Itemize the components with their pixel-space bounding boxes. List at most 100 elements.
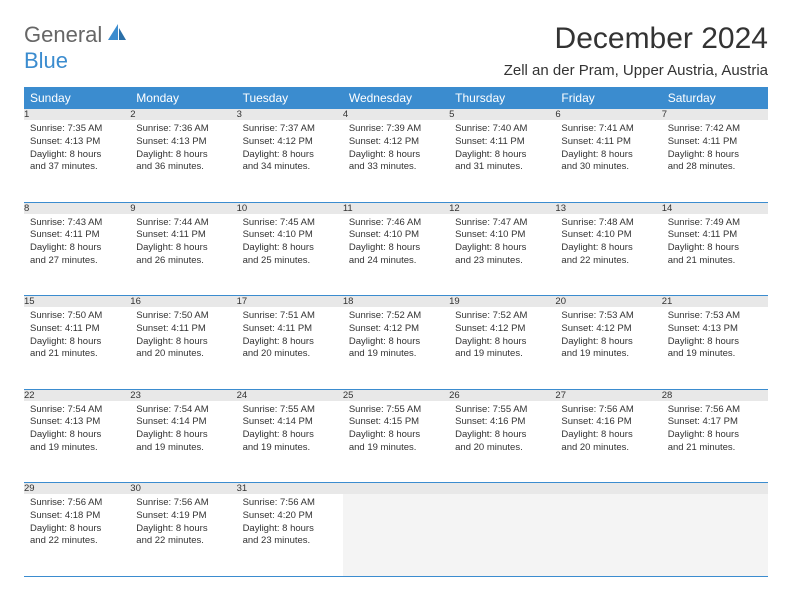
daylight-text: and 21 minutes. xyxy=(668,255,762,268)
daylight-text: Daylight: 8 hours xyxy=(561,149,655,162)
daylight-text: Daylight: 8 hours xyxy=(30,523,124,536)
sunset-text: Sunset: 4:11 PM xyxy=(455,136,549,149)
day-number: 14 xyxy=(662,202,768,214)
daylight-text: Daylight: 8 hours xyxy=(455,336,549,349)
empty-cell xyxy=(343,494,449,576)
day-cell: Sunrise: 7:36 AMSunset: 4:13 PMDaylight:… xyxy=(130,120,236,178)
daylight-text: Daylight: 8 hours xyxy=(243,429,337,442)
logo: General Blue xyxy=(24,22,128,74)
day-cell: Sunrise: 7:54 AMSunset: 4:13 PMDaylight:… xyxy=(24,401,130,459)
daylight-text: and 20 minutes. xyxy=(243,348,337,361)
empty-cell xyxy=(555,494,661,576)
daylight-text: Daylight: 8 hours xyxy=(30,429,124,442)
sunrise-text: Sunrise: 7:42 AM xyxy=(668,123,762,136)
sunrise-text: Sunrise: 7:54 AM xyxy=(30,404,124,417)
dayname: Friday xyxy=(555,87,661,109)
daylight-text: Daylight: 8 hours xyxy=(136,336,230,349)
day-number: 16 xyxy=(130,296,236,308)
sunset-text: Sunset: 4:18 PM xyxy=(30,510,124,523)
sunset-text: Sunset: 4:12 PM xyxy=(349,323,443,336)
daylight-text: Daylight: 8 hours xyxy=(136,242,230,255)
sunrise-text: Sunrise: 7:48 AM xyxy=(561,217,655,230)
sunset-text: Sunset: 4:12 PM xyxy=(455,323,549,336)
day-number: 22 xyxy=(24,389,130,401)
day-cell: Sunrise: 7:48 AMSunset: 4:10 PMDaylight:… xyxy=(555,214,661,272)
sunset-text: Sunset: 4:16 PM xyxy=(455,416,549,429)
sunrise-text: Sunrise: 7:52 AM xyxy=(349,310,443,323)
title-block: December 2024 Zell an der Pram, Upper Au… xyxy=(504,22,768,79)
day-number: 6 xyxy=(555,109,661,120)
sunrise-text: Sunrise: 7:36 AM xyxy=(136,123,230,136)
sunset-text: Sunset: 4:14 PM xyxy=(243,416,337,429)
empty-daynum xyxy=(343,483,449,495)
daylight-text: Daylight: 8 hours xyxy=(668,149,762,162)
daylight-text: Daylight: 8 hours xyxy=(243,242,337,255)
sunrise-text: Sunrise: 7:56 AM xyxy=(668,404,762,417)
day-number: 26 xyxy=(449,389,555,401)
day-number: 4 xyxy=(343,109,449,120)
day-number: 1 xyxy=(24,109,130,120)
logo-text: General Blue xyxy=(24,22,102,74)
sunset-text: Sunset: 4:13 PM xyxy=(136,136,230,149)
daylight-text: Daylight: 8 hours xyxy=(561,242,655,255)
daylight-text: Daylight: 8 hours xyxy=(349,336,443,349)
day-cell: Sunrise: 7:56 AMSunset: 4:18 PMDaylight:… xyxy=(24,494,130,552)
month-title: December 2024 xyxy=(504,22,768,56)
daylight-text: and 31 minutes. xyxy=(455,161,549,174)
day-number: 19 xyxy=(449,296,555,308)
empty-daynum xyxy=(662,483,768,495)
daylight-text: and 36 minutes. xyxy=(136,161,230,174)
daylight-text: and 25 minutes. xyxy=(243,255,337,268)
day-cell: Sunrise: 7:51 AMSunset: 4:11 PMDaylight:… xyxy=(237,307,343,365)
daylight-text: Daylight: 8 hours xyxy=(349,149,443,162)
sunrise-text: Sunrise: 7:53 AM xyxy=(561,310,655,323)
day-cell: Sunrise: 7:55 AMSunset: 4:16 PMDaylight:… xyxy=(449,401,555,459)
sunset-text: Sunset: 4:11 PM xyxy=(668,229,762,242)
daylight-text: and 19 minutes. xyxy=(455,348,549,361)
sunrise-text: Sunrise: 7:41 AM xyxy=(561,123,655,136)
sunrise-text: Sunrise: 7:55 AM xyxy=(349,404,443,417)
sunset-text: Sunset: 4:11 PM xyxy=(30,323,124,336)
daylight-text: Daylight: 8 hours xyxy=(349,429,443,442)
day-cell: Sunrise: 7:56 AMSunset: 4:19 PMDaylight:… xyxy=(130,494,236,552)
day-number: 30 xyxy=(130,483,236,495)
day-cell: Sunrise: 7:40 AMSunset: 4:11 PMDaylight:… xyxy=(449,120,555,178)
sunset-text: Sunset: 4:15 PM xyxy=(349,416,443,429)
sunset-text: Sunset: 4:10 PM xyxy=(455,229,549,242)
logo-line2: Blue xyxy=(24,48,68,73)
sunrise-text: Sunrise: 7:55 AM xyxy=(455,404,549,417)
day-cell: Sunrise: 7:44 AMSunset: 4:11 PMDaylight:… xyxy=(130,214,236,272)
sunrise-text: Sunrise: 7:40 AM xyxy=(455,123,549,136)
dayname-row: Sunday Monday Tuesday Wednesday Thursday… xyxy=(24,87,768,109)
sunrise-text: Sunrise: 7:47 AM xyxy=(455,217,549,230)
logo-line1: General xyxy=(24,22,102,47)
daylight-text: Daylight: 8 hours xyxy=(561,429,655,442)
daylight-text: and 30 minutes. xyxy=(561,161,655,174)
day-cell: Sunrise: 7:50 AMSunset: 4:11 PMDaylight:… xyxy=(130,307,236,365)
daylight-text: Daylight: 8 hours xyxy=(30,336,124,349)
daylight-text: Daylight: 8 hours xyxy=(455,429,549,442)
sunset-text: Sunset: 4:10 PM xyxy=(561,229,655,242)
daylight-text: and 33 minutes. xyxy=(349,161,443,174)
daylight-text: Daylight: 8 hours xyxy=(136,429,230,442)
empty-cell xyxy=(449,494,555,576)
sunrise-text: Sunrise: 7:55 AM xyxy=(243,404,337,417)
daylight-text: and 22 minutes. xyxy=(30,535,124,548)
day-number: 24 xyxy=(237,389,343,401)
day-number: 15 xyxy=(24,296,130,308)
daylight-text: Daylight: 8 hours xyxy=(30,149,124,162)
dayname: Sunday xyxy=(24,87,130,109)
day-number: 10 xyxy=(237,202,343,214)
day-number: 28 xyxy=(662,389,768,401)
sunrise-text: Sunrise: 7:53 AM xyxy=(668,310,762,323)
daylight-text: and 19 minutes. xyxy=(349,442,443,455)
sunset-text: Sunset: 4:11 PM xyxy=(136,323,230,336)
day-number: 9 xyxy=(130,202,236,214)
page-header: General Blue December 2024 Zell an der P… xyxy=(24,22,768,79)
dayname: Tuesday xyxy=(237,87,343,109)
day-cell: Sunrise: 7:56 AMSunset: 4:17 PMDaylight:… xyxy=(662,401,768,459)
daylight-text: and 34 minutes. xyxy=(243,161,337,174)
sunrise-text: Sunrise: 7:37 AM xyxy=(243,123,337,136)
sunset-text: Sunset: 4:19 PM xyxy=(136,510,230,523)
daylight-text: Daylight: 8 hours xyxy=(243,336,337,349)
